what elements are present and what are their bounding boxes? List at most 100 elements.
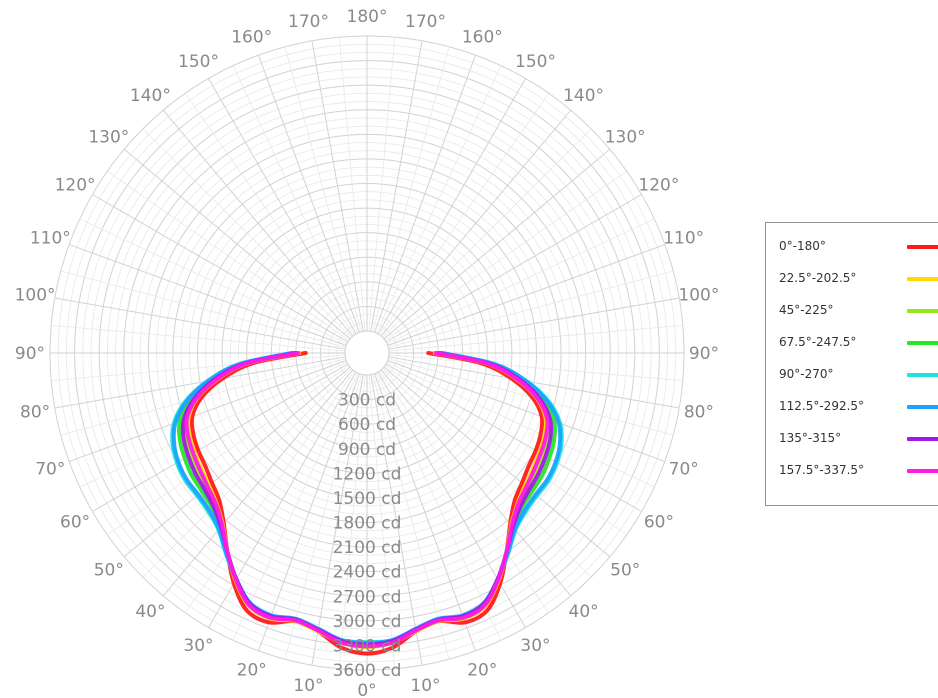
angle-label: 70° bbox=[35, 459, 65, 479]
legend-swatch bbox=[907, 341, 938, 345]
grid-spoke bbox=[142, 128, 352, 338]
radial-tick-label: 3600 cd bbox=[333, 661, 402, 681]
grid-spoke bbox=[368, 374, 396, 669]
polar-chart: 0° 10° 20° 30° 40° 50° 60° 70° 80° 90° 100° 110° 120… bbox=[15, 7, 720, 698]
grid-spoke bbox=[388, 324, 683, 352]
legend-swatch bbox=[907, 245, 938, 249]
radial-tick-label: 3300 cd bbox=[333, 636, 402, 656]
grid-spoke bbox=[372, 46, 450, 332]
polar-grid bbox=[49, 35, 685, 671]
angle-label: 20° bbox=[237, 661, 267, 681]
grid-spoke bbox=[370, 374, 423, 666]
grid-spoke bbox=[375, 372, 502, 641]
grid-spoke bbox=[383, 148, 611, 340]
angle-label: 70° bbox=[669, 459, 699, 479]
angle-label: 10° bbox=[293, 676, 323, 696]
grid-spoke bbox=[284, 46, 362, 332]
grid-spoke bbox=[107, 170, 350, 341]
radial-tick-label: 2700 cd bbox=[333, 587, 402, 607]
radial-tick-label: 3000 cd bbox=[333, 612, 402, 632]
grid-spoke bbox=[388, 356, 680, 409]
radial-tick-labels: 300 cd 600 cd 900 cd 1200 cd 1500 cd 1800 cd 2… bbox=[333, 391, 402, 681]
angle-label: 110° bbox=[663, 229, 704, 249]
angle-labels: 0° 10° 20° 30° 40° 50° 60° 70° 80° 90° 100° 110° 120… bbox=[15, 7, 720, 698]
angle-label: 80° bbox=[684, 403, 714, 423]
grid-spoke bbox=[379, 370, 550, 613]
legend-label: 22.5°-202.5° bbox=[779, 271, 857, 285]
grid-spoke bbox=[123, 148, 351, 340]
legend-swatch bbox=[907, 405, 938, 409]
grid-spoke bbox=[380, 109, 572, 337]
angle-label: 40° bbox=[569, 602, 599, 622]
grid-spoke bbox=[51, 324, 346, 352]
legend-label: 157.5°-337.5° bbox=[779, 463, 865, 477]
series-line bbox=[184, 351, 550, 649]
radial-tick-label: 2400 cd bbox=[333, 563, 402, 583]
radial-tick-label: 2100 cd bbox=[333, 538, 402, 558]
grid-spoke bbox=[79, 361, 348, 488]
angle-label: 110° bbox=[30, 229, 71, 249]
legend-item: 67.5°-247.5° bbox=[779, 333, 938, 353]
angle-label: 10° bbox=[410, 676, 440, 696]
legend-label: 112.5°-292.5° bbox=[779, 399, 865, 413]
grid-spoke bbox=[388, 354, 683, 382]
angle-label: 90° bbox=[15, 344, 45, 364]
grid-spoke bbox=[54, 356, 346, 409]
angle-label: 130° bbox=[605, 127, 646, 147]
angle-label: 50° bbox=[94, 561, 124, 581]
series-line bbox=[189, 351, 545, 656]
grid-spoke bbox=[382, 368, 592, 578]
angle-label: 0° bbox=[357, 681, 376, 698]
center-circle bbox=[344, 330, 390, 376]
legend-item: 112.5°-292.5° bbox=[779, 397, 938, 417]
angle-label: 60° bbox=[644, 513, 674, 533]
angle-label: 60° bbox=[60, 513, 90, 533]
grid-spoke bbox=[184, 370, 355, 613]
grid-spoke bbox=[92, 363, 349, 512]
grid-spoke bbox=[382, 128, 592, 338]
grid-spoke bbox=[380, 369, 572, 597]
angle-label: 170° bbox=[288, 12, 329, 32]
grid-spoke bbox=[387, 360, 666, 462]
grid-spoke bbox=[384, 365, 627, 536]
angle-label: 30° bbox=[520, 636, 550, 656]
radial-tick-label: 900 cd bbox=[338, 440, 396, 460]
grid-spoke bbox=[387, 244, 666, 346]
grid-spoke bbox=[142, 368, 352, 578]
radial-tick-label: 600 cd bbox=[338, 415, 396, 435]
legend-item: 90°-270° bbox=[779, 365, 938, 385]
grid-spoke bbox=[311, 40, 364, 332]
grid-spoke bbox=[375, 65, 502, 334]
angle-label: 140° bbox=[563, 86, 604, 106]
grid-spoke bbox=[284, 374, 362, 660]
grid-spoke bbox=[311, 374, 364, 666]
angle-label: 90° bbox=[689, 344, 719, 364]
angle-label: 140° bbox=[130, 86, 171, 106]
grid-spoke bbox=[388, 270, 674, 348]
angle-label: 20° bbox=[467, 661, 497, 681]
legend-swatch bbox=[907, 437, 938, 441]
angle-label: 50° bbox=[610, 561, 640, 581]
grid-spoke bbox=[68, 360, 347, 462]
angle-label: 160° bbox=[231, 27, 272, 47]
radial-tick-label: 1500 cd bbox=[333, 489, 402, 509]
grid-spoke bbox=[374, 54, 476, 333]
angle-label: 150° bbox=[178, 52, 219, 72]
angle-label: 130° bbox=[88, 127, 129, 147]
angle-label: 100° bbox=[15, 286, 56, 306]
legend-swatch bbox=[907, 309, 938, 313]
legend-item: 135°-315° bbox=[779, 429, 938, 449]
grid-spoke bbox=[385, 363, 642, 512]
angle-label: 40° bbox=[135, 602, 165, 622]
grid-spoke bbox=[51, 354, 346, 382]
angle-label: 150° bbox=[515, 52, 556, 72]
legend-label: 135°-315° bbox=[779, 431, 842, 445]
angle-label: 170° bbox=[405, 12, 446, 32]
grid-spoke bbox=[79, 218, 348, 345]
angle-label: 80° bbox=[20, 403, 50, 423]
grid-spoke bbox=[258, 54, 360, 333]
intensity-curves bbox=[170, 351, 564, 656]
grid-spoke bbox=[208, 78, 357, 335]
legend-swatch bbox=[907, 469, 938, 473]
grid-spoke bbox=[232, 372, 359, 641]
